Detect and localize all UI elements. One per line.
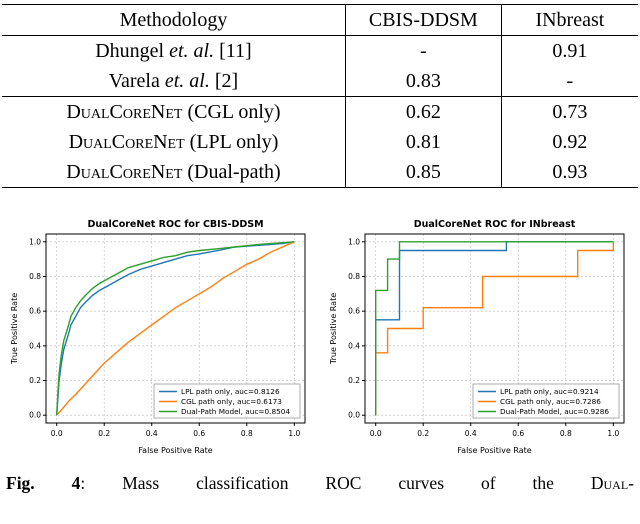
chart-cbis-ddsm: 0.0 0.2 0.4 0.6 0.8 1.0 0.0 0.2 0.4 0.6 0.8 1.0 Dual… (8, 214, 313, 459)
y-axis-label: True Positive Rate (329, 293, 338, 365)
value-cell: 0.85 (344, 157, 502, 188)
caption-trailing-smallcaps: Dual- (590, 473, 634, 493)
x-tick-label: 1.0 (288, 429, 300, 438)
roc-curve-2 (56, 241, 295, 416)
method-cell: Dhungel et. al. [11] (2, 36, 345, 67)
value-cell: 0.81 (344, 127, 502, 157)
figure-caption: Fig. 4: Mass classification ROC curves o… (2, 473, 638, 494)
method-cell: DualCoreNet (LPL only) (2, 127, 345, 157)
y-tick-label: 0.8 (29, 272, 41, 281)
method-text-segment: et. al. (164, 69, 210, 92)
method-text-segment: Dhungel (95, 39, 170, 62)
roc-curve-0 (56, 241, 295, 416)
y-tick-label: 0.6 (29, 307, 41, 316)
value-cell: 0.83 (344, 66, 502, 97)
y-tick-label: 0.8 (348, 272, 360, 281)
value-cell: - (344, 35, 502, 66)
results-table: Methodology CBIS-DDSM INbreast Dhungel et.… (2, 4, 638, 188)
value-cell: 0.62 (344, 96, 502, 127)
method-text-segment: (Dual-path) (182, 160, 281, 183)
method-text-segment: [11] (214, 39, 252, 62)
value-cell: 0.73 (500, 96, 638, 127)
legend-label: CGL path only, auc=0.7286 (500, 397, 601, 406)
x-axis-label: False Positive Rate (138, 446, 212, 455)
chart-inbreast: 0.0 0.2 0.4 0.6 0.8 1.0 0.0 0.2 0.4 0.6 0.8 1.0 Dual… (327, 214, 632, 459)
charts-row: 0.0 0.2 0.4 0.6 0.8 1.0 0.0 0.2 0.4 0.6 0.8 1.0 Dual… (2, 214, 638, 459)
method-cell: DualCoreNet (Dual-path) (2, 157, 345, 188)
table-header-cell: INbreast (500, 4, 638, 36)
legend-label: LPL path only, auc=0.9214 (500, 387, 599, 396)
y-tick-label: 1.0 (29, 237, 41, 246)
method-text-segment: DualCoreNet (66, 100, 183, 123)
value-cell: 0.92 (500, 127, 638, 157)
value-cell: 0.91 (500, 35, 638, 66)
table-row: DualCoreNet (CGL only) 0.62 0.73 (2, 96, 638, 128)
x-tick-label: 0.4 (146, 429, 158, 438)
plot-frame (364, 233, 625, 424)
x-tick-label: 0.4 (465, 429, 477, 438)
table-header-cell: Methodology (119, 8, 228, 31)
roc-chart-inbreast-svg: 0.0 0.2 0.4 0.6 0.8 1.0 0.0 0.2 0.4 0.6 0.8 1.0 Dual… (329, 219, 625, 455)
x-tick-label: 0.6 (512, 429, 524, 438)
plot-frame (45, 233, 306, 424)
roc-chart-cbis-ddsm-svg: 0.0 0.2 0.4 0.6 0.8 1.0 0.0 0.2 0.4 0.6 0.8 1.0 Dual… (10, 219, 306, 455)
method-text-segment: (LPL only) (184, 130, 279, 153)
chart-title: DualCoreNet ROC for CBIS-DDSM (87, 219, 263, 230)
x-tick-label: 0.2 (98, 429, 110, 438)
method-text-segment: (CGL only) (182, 100, 281, 123)
y-tick-label: 0.4 (348, 341, 360, 350)
roc-curve-1 (56, 241, 295, 416)
x-axis-label: False Positive Rate (457, 446, 531, 455)
x-tick-label: 0.6 (193, 429, 205, 438)
method-cell: Varela et. al. [2] (2, 66, 345, 97)
roc-curve-1 (375, 241, 614, 416)
method-text-segment: Varela (108, 69, 165, 92)
table-header-cell: CBIS-DDSM (344, 4, 502, 36)
method-cell: DualCoreNet (CGL only) (2, 97, 345, 128)
method-text-segment: [2] (209, 69, 239, 92)
method-text-segment: DualCoreNet (66, 160, 183, 183)
legend-label: CGL path only, auc=0.6173 (181, 397, 282, 406)
legend-label: Dual-Path Model, auc=0.9286 (500, 407, 609, 416)
method-text-segment: DualCoreNet (68, 130, 185, 153)
legend-box (472, 383, 620, 419)
chart-title: DualCoreNet ROC for INbreast (414, 219, 576, 230)
legend-label: Dual-Path Model, auc=0.8504 (181, 407, 290, 416)
x-tick-label: 0.0 (370, 429, 382, 438)
roc-curve-2 (375, 241, 614, 416)
table-row: DualCoreNet (Dual-path) 0.85 0.93 (2, 157, 638, 188)
y-tick-label: 1.0 (348, 237, 360, 246)
method-text-segment: et. al. (169, 39, 215, 62)
y-tick-label: 0.2 (348, 376, 360, 385)
y-tick-label: 0.0 (29, 411, 41, 420)
x-tick-label: 0.2 (417, 429, 429, 438)
x-tick-label: 0.8 (560, 429, 572, 438)
caption-text: : Mass classification ROC curves of the (80, 473, 591, 493)
y-tick-label: 0.6 (348, 307, 360, 316)
caption-fig-label: Fig. 4 (6, 473, 81, 493)
table-row: Varela et. al. [2] 0.83- (2, 66, 638, 97)
y-tick-label: 0.4 (29, 341, 41, 350)
legend-box (153, 383, 301, 419)
value-cell: - (500, 66, 638, 97)
x-tick-label: 1.0 (607, 429, 619, 438)
value-cell: 0.93 (500, 157, 638, 188)
y-tick-label: 0.0 (348, 411, 360, 420)
table-row: Dhungel et. al. [11] -0.91 (2, 35, 638, 67)
y-axis-label: True Positive Rate (10, 293, 19, 365)
legend-label: LPL path only, auc=0.8126 (181, 387, 280, 396)
x-tick-label: 0.0 (51, 429, 63, 438)
table-row: DualCoreNet (LPL only) 0.81 0.92 (2, 127, 638, 157)
y-tick-label: 0.2 (29, 376, 41, 385)
table-header-row: Methodology CBIS-DDSM INbreast (2, 4, 638, 36)
x-tick-label: 0.8 (241, 429, 253, 438)
